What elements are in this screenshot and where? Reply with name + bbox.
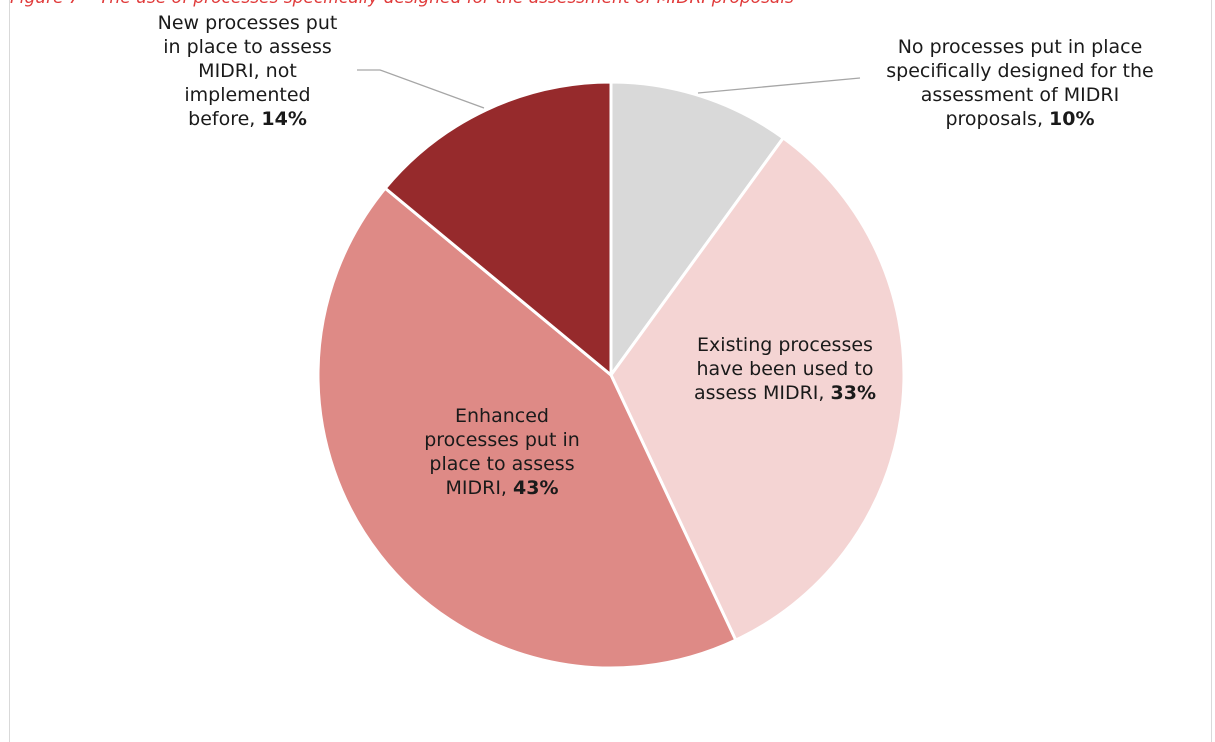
label-line: Existing processes: [697, 334, 873, 356]
label-new-processes: New processes put in place to assess MIDRI…: [125, 11, 370, 131]
leader-line-no-processes: [697, 77, 861, 94]
slice-no-processes: [609, 80, 785, 377]
label-existing-processes: Existing processes have been used to asses…: [660, 333, 910, 405]
slice-value-label: 33%: [830, 382, 876, 404]
label-line: implemented: [184, 84, 311, 106]
label-line: MIDRI,: [445, 477, 507, 499]
slice-new-processes: [383, 80, 613, 377]
label-line: Enhanced: [455, 405, 549, 427]
slice-existing-processes: [609, 136, 906, 642]
label-enhanced-processes: Enhanced processes put in place to assess M…: [392, 404, 612, 500]
label-line: assessment of MIDRI: [920, 84, 1120, 106]
label-line: No processes put in place: [897, 36, 1143, 58]
label-no-processes: No processes put in place specifically de…: [850, 35, 1190, 131]
label-line: specifically designed for the: [886, 60, 1154, 82]
label-line: processes put in: [424, 429, 580, 451]
slice-value-label: 43%: [513, 477, 559, 499]
leader-line-new-processes: [357, 69, 485, 109]
label-line: MIDRI, not: [198, 60, 297, 82]
label-line: assess MIDRI,: [694, 382, 825, 404]
label-line: before,: [188, 108, 256, 130]
slice-value-label: 10%: [1049, 108, 1095, 130]
label-line: proposals,: [945, 108, 1043, 130]
figure-caption: Figure 7 – The use of processes specific…: [10, 0, 794, 8]
slice-value-label: 14%: [261, 108, 307, 130]
chart-frame: [9, 0, 1212, 742]
label-line: New processes put: [157, 12, 338, 34]
label-line: place to assess: [429, 453, 575, 475]
slice-enhanced-processes: [316, 186, 738, 670]
label-line: have been used to: [696, 358, 874, 380]
label-line: in place to assess: [163, 36, 332, 58]
